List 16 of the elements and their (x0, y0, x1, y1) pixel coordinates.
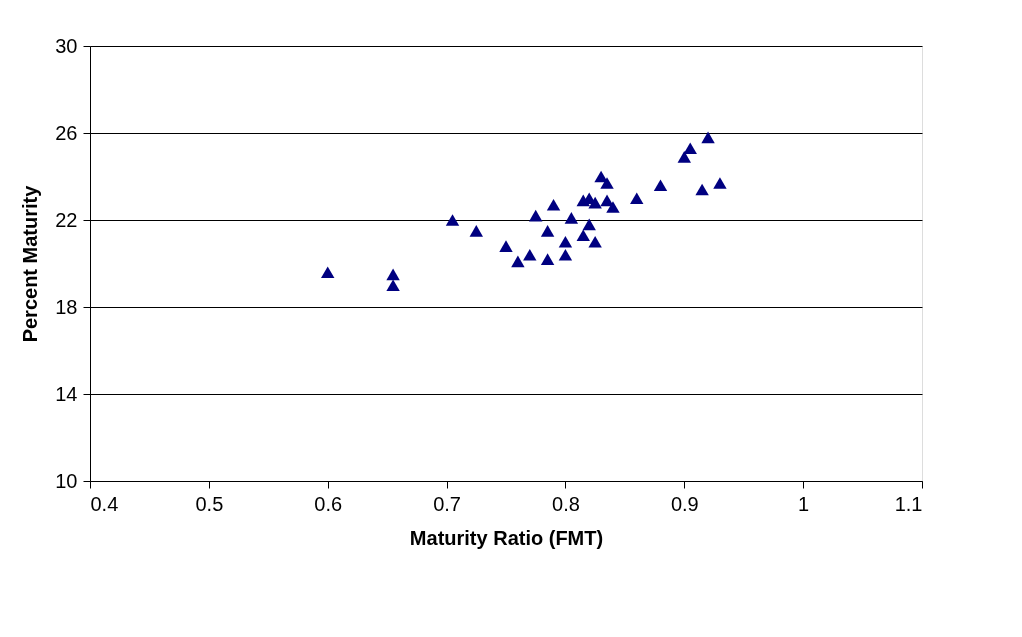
y-tick-label: 18 (55, 295, 78, 318)
y-tick-label: 10 (55, 469, 78, 492)
x-tick-label: 0.6 (314, 492, 343, 515)
y-tick-label: 26 (55, 121, 78, 144)
y-axis-title: Percent Maturity (19, 184, 42, 343)
y-tick-label: 22 (55, 208, 78, 231)
x-tick-label: 1.1 (894, 492, 923, 515)
x-tick-label: 0.5 (195, 492, 224, 515)
x-tick-label: 0.8 (552, 492, 580, 515)
x-tick-label: 1 (798, 492, 810, 515)
x-tick-label: 0.9 (670, 492, 699, 515)
x-axis-title: Maturity Ratio (FMT) (409, 526, 604, 549)
x-tick-label: 0.7 (433, 492, 461, 515)
y-tick-label: 14 (55, 382, 78, 405)
y-tick-label: 30 (55, 34, 78, 57)
x-tick-label: 0.4 (90, 492, 119, 515)
